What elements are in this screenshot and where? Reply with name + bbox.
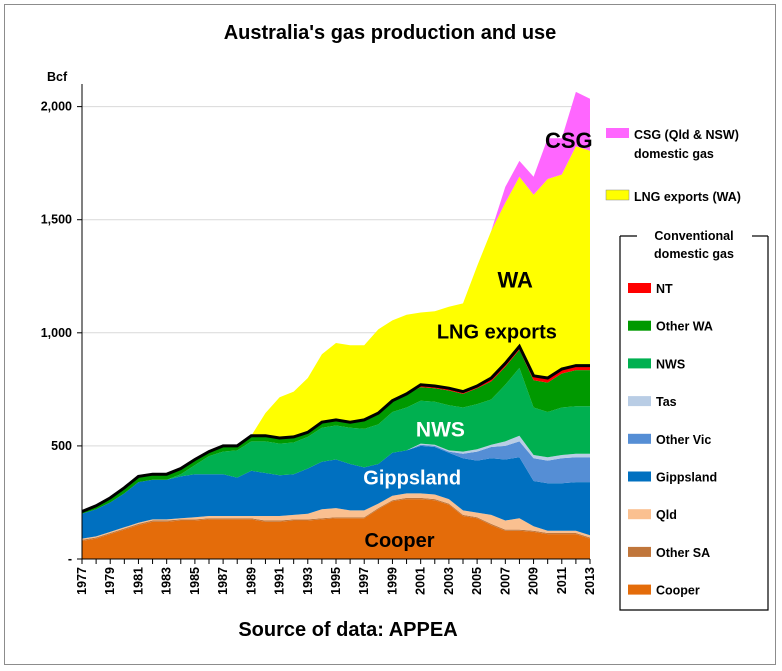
x-tick-label: 2011 xyxy=(555,567,569,594)
legend-swatch xyxy=(605,189,630,201)
legend-label: Other Vic xyxy=(656,433,711,447)
legend-label: Other SA xyxy=(656,546,710,560)
legend-swatch xyxy=(628,509,651,520)
legend-swatch xyxy=(628,433,651,444)
legend-group-title: Conventional xyxy=(654,229,733,243)
x-tick-label: 1981 xyxy=(131,567,145,595)
annotation-cooper: Cooper xyxy=(365,530,435,552)
y-tick-label: 1,000 xyxy=(41,326,72,340)
x-tick-label: 2005 xyxy=(470,567,484,595)
chart-title: Australia's gas production and use xyxy=(224,22,557,44)
y-tick-label: 1,500 xyxy=(41,213,72,227)
legend-label: Qld xyxy=(656,508,677,522)
x-tick-label: 1997 xyxy=(357,567,371,595)
area-gippsland xyxy=(82,445,590,539)
x-tick-label: 1995 xyxy=(329,567,343,595)
x-tick-label: 1993 xyxy=(301,567,315,595)
legend: CSG (Qld & NSW) domestic gas LNG exports (… xyxy=(605,128,769,611)
axes: - 500 1,000 1,500 2,000 1977 1979 1981 1983 1985 1… xyxy=(41,84,597,595)
area-nws xyxy=(82,367,590,514)
x-tick-label: 1989 xyxy=(244,567,258,595)
x-tick-label: 1985 xyxy=(188,567,202,595)
x-tick-label: 1991 xyxy=(273,567,287,595)
legend-swatch xyxy=(628,283,651,293)
legend-label: Gippsland xyxy=(656,471,717,485)
legend-group-title: domestic gas xyxy=(654,247,734,261)
legend-swatch xyxy=(628,546,651,557)
legend-label: NWS xyxy=(656,357,685,371)
legend-label: Cooper xyxy=(656,584,700,598)
legend-label: Other WA xyxy=(656,320,713,334)
annotation-csg: CSG xyxy=(545,128,593,153)
x-tick-label: 2009 xyxy=(527,567,541,595)
legend-label: domestic gas xyxy=(634,147,714,161)
x-tick-label: 2013 xyxy=(583,567,597,595)
x-tick-label: 2003 xyxy=(442,567,456,595)
area-cooper xyxy=(82,499,590,559)
legend-swatch xyxy=(628,320,651,331)
legend-label: Tas xyxy=(656,395,677,409)
legend-swatch xyxy=(628,396,651,407)
area-lng-exports-wa- xyxy=(82,146,590,512)
annotation-lng-exports: LNG exports xyxy=(437,322,557,344)
legend-label: NT xyxy=(656,282,673,296)
area-annotations: CSG WA LNG exports NWS Gippsland Cooper xyxy=(363,128,592,552)
legend-swatch xyxy=(628,584,651,595)
annotation-wa: WA xyxy=(497,267,533,292)
legend-swatch xyxy=(628,471,651,482)
x-tick-label: 1987 xyxy=(216,567,230,595)
x-tick-label: 2001 xyxy=(414,567,428,595)
x-tick-label: 1979 xyxy=(103,567,117,595)
source-note: Source of data: APPEA xyxy=(238,619,457,641)
x-tick-label: 2007 xyxy=(498,567,512,595)
x-tick-label: 1999 xyxy=(385,567,399,595)
annotation-nws: NWS xyxy=(416,418,465,441)
x-tick-label: 1977 xyxy=(75,567,89,595)
y-tick-label: - xyxy=(68,552,72,566)
domestic-total-line xyxy=(81,343,590,513)
legend-group-box xyxy=(619,236,769,611)
stacked-areas xyxy=(81,91,590,559)
y-tick-label: 500 xyxy=(51,439,72,453)
legend-swatch xyxy=(628,358,651,369)
y-tick-label: 2,000 xyxy=(41,100,72,114)
legend-label: LNG exports (WA) xyxy=(634,190,741,204)
legend-label: CSG (Qld & NSW) xyxy=(634,128,739,142)
annotation-gippsland: Gippsland xyxy=(363,468,461,490)
area-qld xyxy=(82,493,590,540)
x-tick-label: 1983 xyxy=(160,567,174,595)
legend-swatch xyxy=(606,128,629,138)
y-axis-label: Bcf xyxy=(47,70,68,84)
